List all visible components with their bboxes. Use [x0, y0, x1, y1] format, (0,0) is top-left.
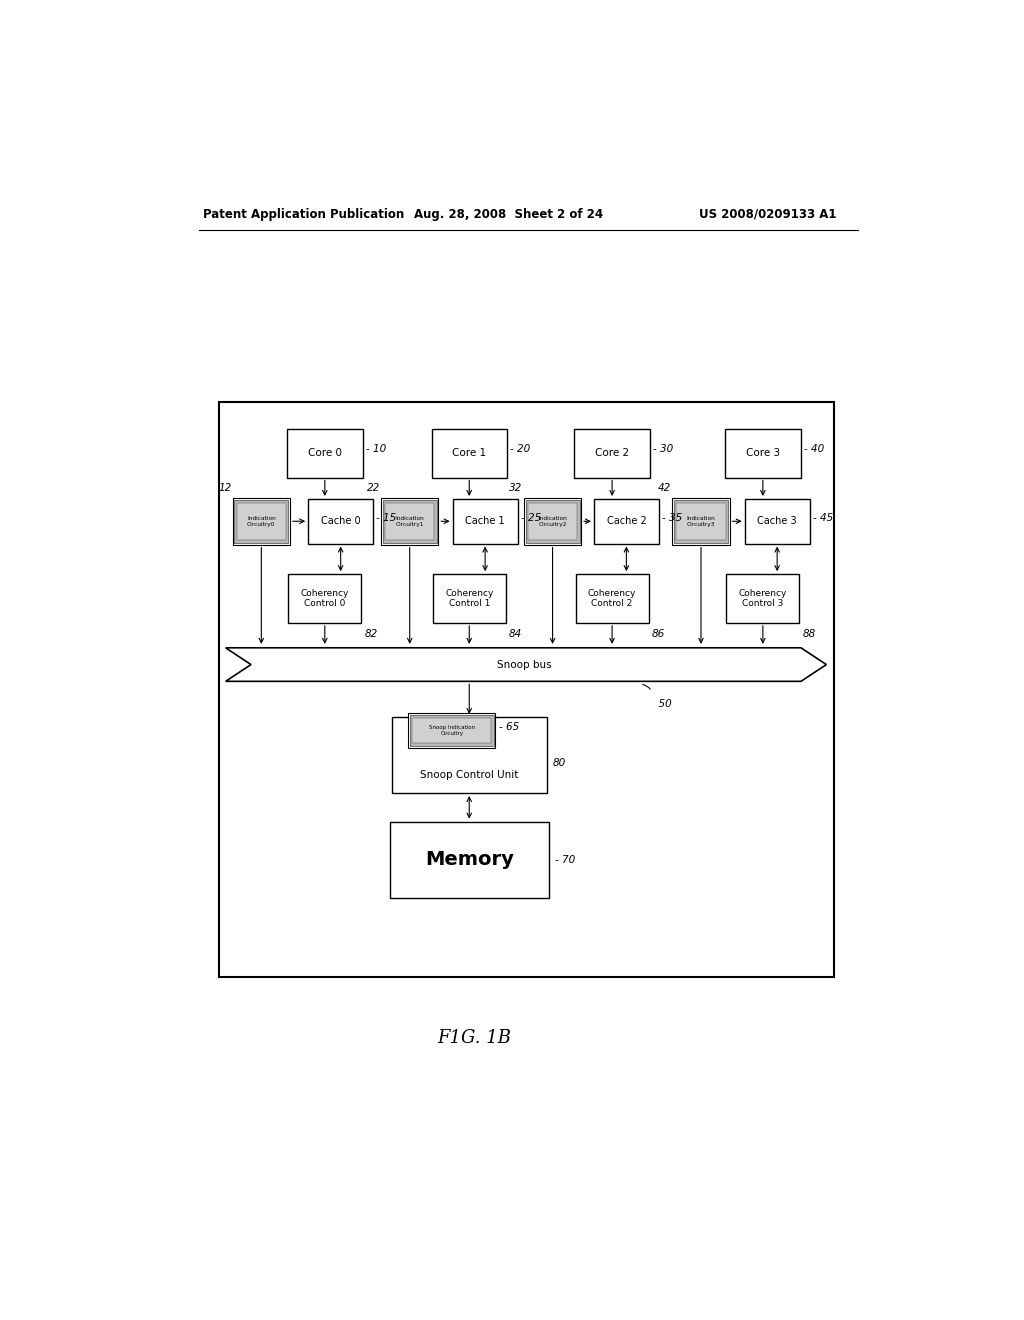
Text: Indication
Circuitry1: Indication Circuitry1 [395, 516, 424, 527]
FancyBboxPatch shape [574, 429, 650, 478]
Text: - 10: - 10 [366, 444, 386, 454]
Polygon shape [225, 648, 826, 681]
Text: Memory: Memory [425, 850, 514, 869]
Text: Patent Application Publication: Patent Application Publication [204, 207, 404, 220]
FancyBboxPatch shape [287, 429, 362, 478]
Text: - 20: - 20 [510, 444, 530, 454]
Text: Cache 0: Cache 0 [321, 516, 360, 527]
Text: - 45: - 45 [813, 513, 834, 523]
FancyBboxPatch shape [594, 499, 658, 544]
Text: Snoop bus: Snoop bus [498, 660, 552, 669]
Text: Coherency
Control 3: Coherency Control 3 [738, 589, 787, 609]
Text: Indication
Circuitry2: Indication Circuitry2 [539, 516, 567, 527]
FancyBboxPatch shape [232, 498, 290, 545]
Text: Cache 2: Cache 2 [606, 516, 646, 527]
FancyBboxPatch shape [726, 574, 800, 623]
FancyBboxPatch shape [525, 500, 580, 543]
FancyBboxPatch shape [383, 500, 436, 543]
FancyBboxPatch shape [289, 574, 361, 623]
FancyBboxPatch shape [431, 429, 507, 478]
FancyBboxPatch shape [410, 715, 494, 746]
Text: Coherency
Control 1: Coherency Control 1 [445, 589, 494, 609]
Text: Snoop Control Unit: Snoop Control Unit [420, 770, 518, 780]
Text: 88: 88 [803, 630, 816, 639]
Text: 80: 80 [553, 758, 566, 768]
Text: 32: 32 [510, 483, 522, 492]
Text: - 25: - 25 [521, 513, 541, 523]
FancyBboxPatch shape [674, 500, 728, 543]
Text: 82: 82 [365, 630, 378, 639]
FancyBboxPatch shape [237, 503, 286, 540]
FancyBboxPatch shape [409, 713, 496, 748]
Text: Indication
Circuitry0: Indication Circuitry0 [247, 516, 275, 527]
Text: US 2008/0209133 A1: US 2008/0209133 A1 [699, 207, 837, 220]
Text: Coherency
Control 2: Coherency Control 2 [588, 589, 636, 609]
Text: 84: 84 [509, 630, 522, 639]
FancyBboxPatch shape [390, 821, 549, 898]
Text: Core 2: Core 2 [595, 449, 629, 458]
Text: - 40: - 40 [804, 444, 824, 454]
Text: 50: 50 [652, 698, 672, 709]
FancyBboxPatch shape [385, 503, 434, 540]
FancyBboxPatch shape [381, 498, 438, 545]
Text: Aug. 28, 2008  Sheet 2 of 24: Aug. 28, 2008 Sheet 2 of 24 [414, 207, 603, 220]
FancyBboxPatch shape [234, 500, 289, 543]
Text: 22: 22 [367, 483, 380, 492]
Text: - 30: - 30 [653, 444, 673, 454]
Text: 42: 42 [657, 483, 671, 492]
FancyBboxPatch shape [744, 499, 810, 544]
FancyBboxPatch shape [524, 498, 582, 545]
Text: Cache 3: Cache 3 [758, 516, 797, 527]
FancyBboxPatch shape [725, 429, 801, 478]
Text: - 65: - 65 [500, 722, 519, 731]
Text: - 70: - 70 [555, 855, 575, 865]
FancyBboxPatch shape [412, 718, 492, 743]
Text: Cache 1: Cache 1 [465, 516, 505, 527]
Text: Coherency
Control 0: Coherency Control 0 [301, 589, 349, 609]
Text: 12: 12 [218, 483, 231, 492]
FancyBboxPatch shape [308, 499, 373, 544]
FancyBboxPatch shape [392, 717, 547, 793]
Text: Snoop Indication
Circuitry: Snoop Indication Circuitry [429, 725, 475, 737]
FancyBboxPatch shape [453, 499, 518, 544]
Text: F1G. 1B: F1G. 1B [437, 1028, 512, 1047]
FancyBboxPatch shape [433, 574, 506, 623]
Text: - 35: - 35 [663, 513, 682, 523]
FancyBboxPatch shape [528, 503, 578, 540]
Text: 86: 86 [652, 630, 665, 639]
FancyBboxPatch shape [219, 403, 835, 977]
Text: Core 0: Core 0 [308, 449, 342, 458]
Text: Core 1: Core 1 [453, 449, 486, 458]
FancyBboxPatch shape [575, 574, 648, 623]
FancyBboxPatch shape [673, 498, 729, 545]
FancyBboxPatch shape [677, 503, 726, 540]
Text: Indication
Circuitry3: Indication Circuitry3 [687, 516, 716, 527]
Text: Core 3: Core 3 [745, 449, 780, 458]
Text: - 15: - 15 [377, 513, 396, 523]
